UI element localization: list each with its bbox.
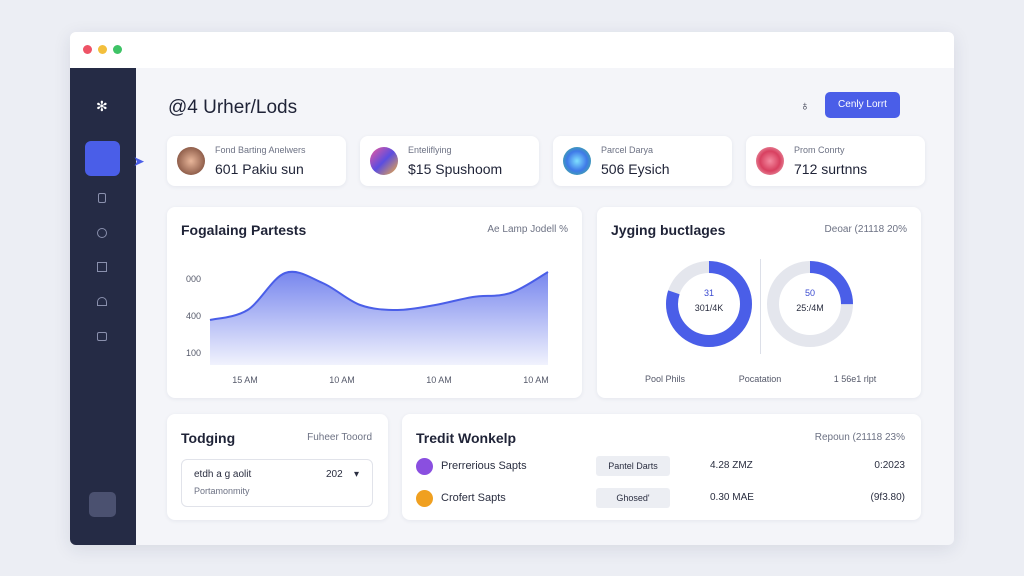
- nav-item[interactable]: [97, 228, 107, 238]
- nav-arrow: ➤: [133, 153, 145, 169]
- donut-value: 31: [704, 288, 714, 298]
- row-icon: [416, 458, 433, 475]
- row-amount: 0.30 MAE: [710, 492, 754, 503]
- card-value: $15 Spushoom: [408, 161, 503, 177]
- dropdown-caret: ▾: [354, 469, 360, 480]
- row-amount: 4.28 ZMZ: [710, 460, 753, 471]
- card-value: 601 Pakiu sun: [215, 161, 304, 177]
- x-tick-label: 10 AM: [426, 375, 452, 385]
- card-icon: [370, 147, 398, 175]
- select-value: 202: [326, 469, 343, 480]
- donut-footer: Pool Phils: [645, 374, 686, 384]
- donut-footer: 1 56e1 rlpt: [834, 374, 877, 384]
- panel-title: Jyging buctlages: [611, 222, 726, 238]
- x-tick-label: 15 AM: [232, 375, 258, 385]
- row-date: 0:2023: [874, 460, 905, 471]
- page-title: @4 Urher/Lods: [168, 97, 298, 118]
- min-dot[interactable]: [98, 45, 107, 54]
- todging-panel: Todging Fuheer Tooord etdh a g aolit 202…: [167, 414, 388, 520]
- stat-card: Fond Barting Anelwers 601 Pakiu sun: [167, 136, 346, 186]
- donut-value: 50: [805, 288, 815, 298]
- x-tick-label: 10 AM: [523, 375, 549, 385]
- panel-note: Fuheer Tooord: [307, 432, 372, 443]
- card-value: 506 Eysich: [601, 161, 670, 177]
- panel-note: Deoar (21118 20%: [824, 224, 907, 235]
- row-name: Crofert Sapts: [441, 492, 506, 504]
- panel-title: Fogalaing Partests: [181, 222, 307, 238]
- nav-item[interactable]: [98, 193, 106, 203]
- donut-label: 301/4K: [695, 303, 724, 313]
- panel-title: Todging: [181, 430, 236, 446]
- close-dot[interactable]: [83, 45, 92, 54]
- y-tick-label: 400: [186, 311, 201, 321]
- select[interactable]: etdh a g aolit 202 ▾ Portamonmity: [181, 459, 373, 507]
- row-date: (9f3.80): [870, 492, 905, 503]
- stat-card: Enteliflying $15 Spushoom: [360, 136, 539, 186]
- row-tag: Ghosed': [596, 488, 670, 508]
- row-name: Prerrerious Sapts: [441, 460, 527, 472]
- max-dot[interactable]: [113, 45, 122, 54]
- nav-active[interactable]: [85, 141, 120, 176]
- nav-item[interactable]: [97, 332, 107, 341]
- area-fill: [210, 271, 548, 365]
- row-icon: [416, 490, 433, 507]
- select-subtext: Portamonmity: [194, 486, 250, 496]
- x-tick-label: 10 AM: [329, 375, 355, 385]
- nav-item[interactable]: [97, 297, 107, 306]
- stat-card: Prom Conrty 712 surtnns: [746, 136, 925, 186]
- nav-settings[interactable]: [89, 492, 116, 517]
- window: ✻ ➤ @4 Urher/Lods ♁ Cenly Lorrt Fogalain…: [70, 32, 954, 545]
- card-label: Prom Conrty: [794, 145, 845, 155]
- user-icon[interactable]: ♁: [800, 98, 810, 113]
- logo: ✻: [96, 98, 108, 114]
- nav-item[interactable]: [97, 262, 107, 272]
- select-text: etdh a g aolit: [194, 469, 252, 480]
- area-line: [209, 270, 549, 321]
- charts: 000 400 100 15 AM 10 AM 10 AM 10 AM 31 301/4K 50 2…: [186, 261, 877, 385]
- card-value: 712 surtnns: [794, 161, 868, 177]
- donut-label: 25:/4M: [796, 303, 824, 313]
- title-bar: [70, 32, 954, 68]
- y-tick-label: 100: [186, 348, 201, 358]
- card-label: Fond Barting Anelwers: [215, 145, 306, 155]
- card-label: Enteliflying: [408, 145, 452, 155]
- card-icon: [756, 147, 784, 175]
- card-icon: [177, 147, 205, 175]
- y-tick-label: 000: [186, 274, 201, 284]
- card-label: Parcel Darya: [601, 145, 654, 155]
- row-tag: Pantel Darts: [596, 456, 670, 476]
- donut-arc: [767, 261, 853, 347]
- donut-panel: Jyging buctlages Deoar (21118 20%: [597, 207, 921, 398]
- donut-footer: Pocatation: [739, 374, 782, 384]
- panel-note: Repoun (21118 23%: [814, 432, 905, 443]
- panel-title: Tredit Wonkelp: [416, 430, 517, 446]
- stat-card: Parcel Darya 506 Eysich: [553, 136, 732, 186]
- divider: [760, 259, 761, 354]
- sidebar: ✻: [70, 68, 136, 545]
- card-icon: [563, 147, 591, 175]
- donut-arc: [666, 261, 752, 347]
- credit-panel: Tredit Wonkelp Repoun (21118 23% Prerrer…: [402, 414, 921, 520]
- panel-note: Ae Lamp Jodell %: [487, 224, 568, 235]
- primary-button[interactable]: Cenly Lorrt: [825, 92, 900, 118]
